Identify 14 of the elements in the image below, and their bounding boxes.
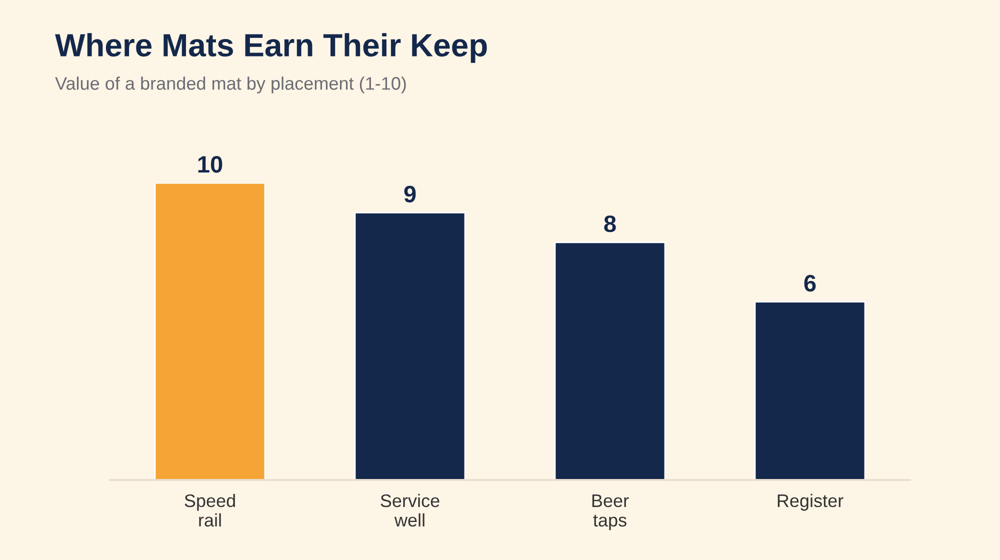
x-tick-label: Beer taps: [592, 494, 629, 530]
data-label: 9: [404, 186, 416, 202]
x-tick-label: Service well: [380, 494, 440, 527]
chart-title: Where Mats Earn Their Keep: [55, 33, 487, 63]
data-label: 10: [198, 156, 222, 173]
data-label: 6: [804, 274, 816, 292]
x-tick-label: Speed rail: [184, 494, 235, 527]
bar: [554, 242, 666, 480]
chart-subtitle: Value of a branded mat by placement (1-10): [55, 76, 406, 94]
bar: [754, 301, 866, 480]
data-label: 8: [604, 215, 616, 232]
bar: [154, 183, 266, 480]
x-tick-label: Register: [778, 494, 844, 511]
bar: [354, 212, 466, 480]
